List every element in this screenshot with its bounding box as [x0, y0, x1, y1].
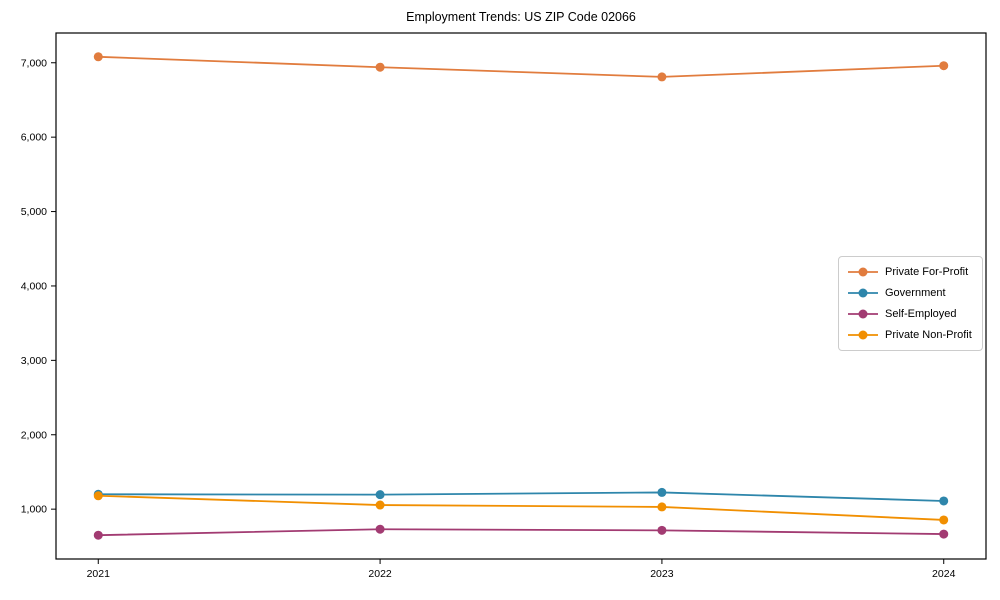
- series-line-private-non-profit: [98, 494, 944, 521]
- data-point: [93, 530, 103, 540]
- data-point: [657, 525, 667, 535]
- data-point: [657, 72, 667, 82]
- legend-item-self-employed: Self-Employed: [848, 306, 972, 322]
- plot-area: [55, 32, 987, 560]
- chart-legend: Private For-Profit Government Self-Employe…: [838, 256, 983, 351]
- legend-label: Self-Employed: [885, 308, 957, 320]
- series-line-self-employed: [98, 528, 944, 537]
- data-point: [375, 490, 385, 500]
- legend-item-private-for-profit: Private For-Profit: [848, 264, 972, 280]
- legend-dot: [858, 309, 868, 319]
- data-point: [93, 52, 103, 62]
- data-point: [375, 524, 385, 534]
- y-tick-label: 6,000: [21, 132, 47, 144]
- legend-item-private-non-profit: Private Non-Profit: [848, 327, 972, 343]
- y-tick-label: 7,000: [21, 57, 47, 69]
- legend-marker-icon: [848, 288, 878, 298]
- data-point: [657, 487, 667, 497]
- legend-marker-icon: [848, 267, 878, 277]
- data-point: [657, 502, 667, 512]
- data-point: [939, 515, 949, 525]
- legend-dot: [858, 267, 868, 277]
- data-point: [93, 491, 103, 501]
- chart-title: Employment Trends: US ZIP Code 02066: [406, 10, 636, 24]
- legend-label: Private For-Profit: [885, 266, 969, 278]
- y-tick-label: 4,000: [21, 280, 47, 292]
- legend-marker-icon: [848, 309, 878, 319]
- legend-label: Government: [885, 287, 946, 299]
- data-point: [375, 500, 385, 510]
- y-tick-label: 3,000: [21, 355, 47, 367]
- legend-dot: [858, 288, 868, 298]
- legend-item-government: Government: [848, 285, 972, 301]
- data-point: [939, 61, 949, 71]
- y-tick-label: 5,000: [21, 206, 47, 218]
- x-tick-label: 2021: [87, 568, 111, 580]
- legend-dot: [858, 330, 868, 340]
- y-tick-label: 2,000: [21, 429, 47, 441]
- series-line-private-for-profit: [98, 55, 944, 78]
- x-tick-label: 2023: [650, 568, 674, 580]
- legend-marker-icon: [848, 330, 878, 340]
- x-tick-label: 2024: [932, 568, 956, 580]
- series-line-government: [98, 491, 944, 502]
- data-point: [375, 62, 385, 72]
- legend-label: Private Non-Profit: [885, 329, 972, 341]
- data-point: [939, 529, 949, 539]
- y-tick-label: 1,000: [21, 504, 47, 516]
- data-point: [939, 496, 949, 506]
- x-tick-label: 2022: [368, 568, 392, 580]
